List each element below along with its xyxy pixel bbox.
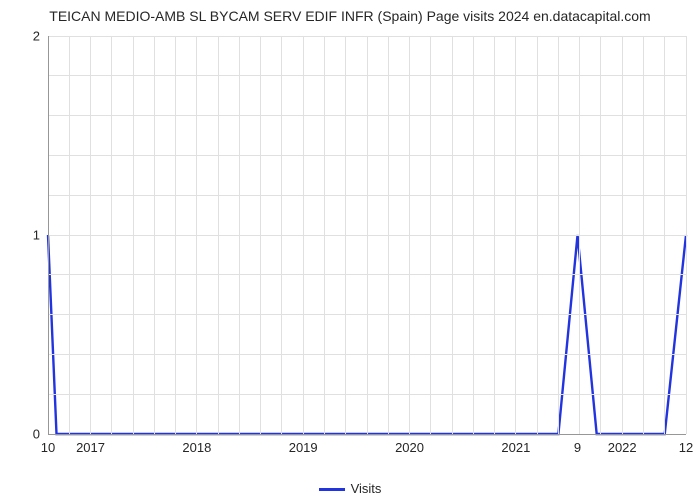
grid-line-horizontal xyxy=(48,195,686,196)
plot-area: 01220172018201920202021202210912 xyxy=(48,36,686,434)
point-label: 10 xyxy=(41,440,55,455)
point-label: 12 xyxy=(679,440,693,455)
x-tick-label: 2018 xyxy=(182,434,211,455)
chart-title: TEICAN MEDIO-AMB SL BYCAM SERV EDIF INFR… xyxy=(0,8,700,24)
legend-label: Visits xyxy=(351,481,382,496)
grid-line-horizontal xyxy=(48,394,686,395)
y-tick-label: 2 xyxy=(33,29,48,44)
grid-line-horizontal xyxy=(48,36,686,37)
x-tick-label: 2017 xyxy=(76,434,105,455)
x-axis-line xyxy=(48,434,686,435)
x-tick-label: 2022 xyxy=(608,434,637,455)
grid-line-horizontal xyxy=(48,354,686,355)
x-tick-label: 2019 xyxy=(289,434,318,455)
x-tick-label: 2020 xyxy=(395,434,424,455)
grid-line-horizontal xyxy=(48,314,686,315)
grid-line-horizontal xyxy=(48,274,686,275)
chart-container: TEICAN MEDIO-AMB SL BYCAM SERV EDIF INFR… xyxy=(0,0,700,500)
grid-line-horizontal xyxy=(48,155,686,156)
grid-line-horizontal xyxy=(48,75,686,76)
y-tick-label: 1 xyxy=(33,228,48,243)
grid-line-horizontal xyxy=(48,115,686,116)
legend-swatch xyxy=(319,488,345,491)
grid-line-horizontal xyxy=(48,235,686,236)
legend: Visits xyxy=(0,481,700,496)
x-tick-label: 2021 xyxy=(501,434,530,455)
point-label: 9 xyxy=(574,440,581,455)
